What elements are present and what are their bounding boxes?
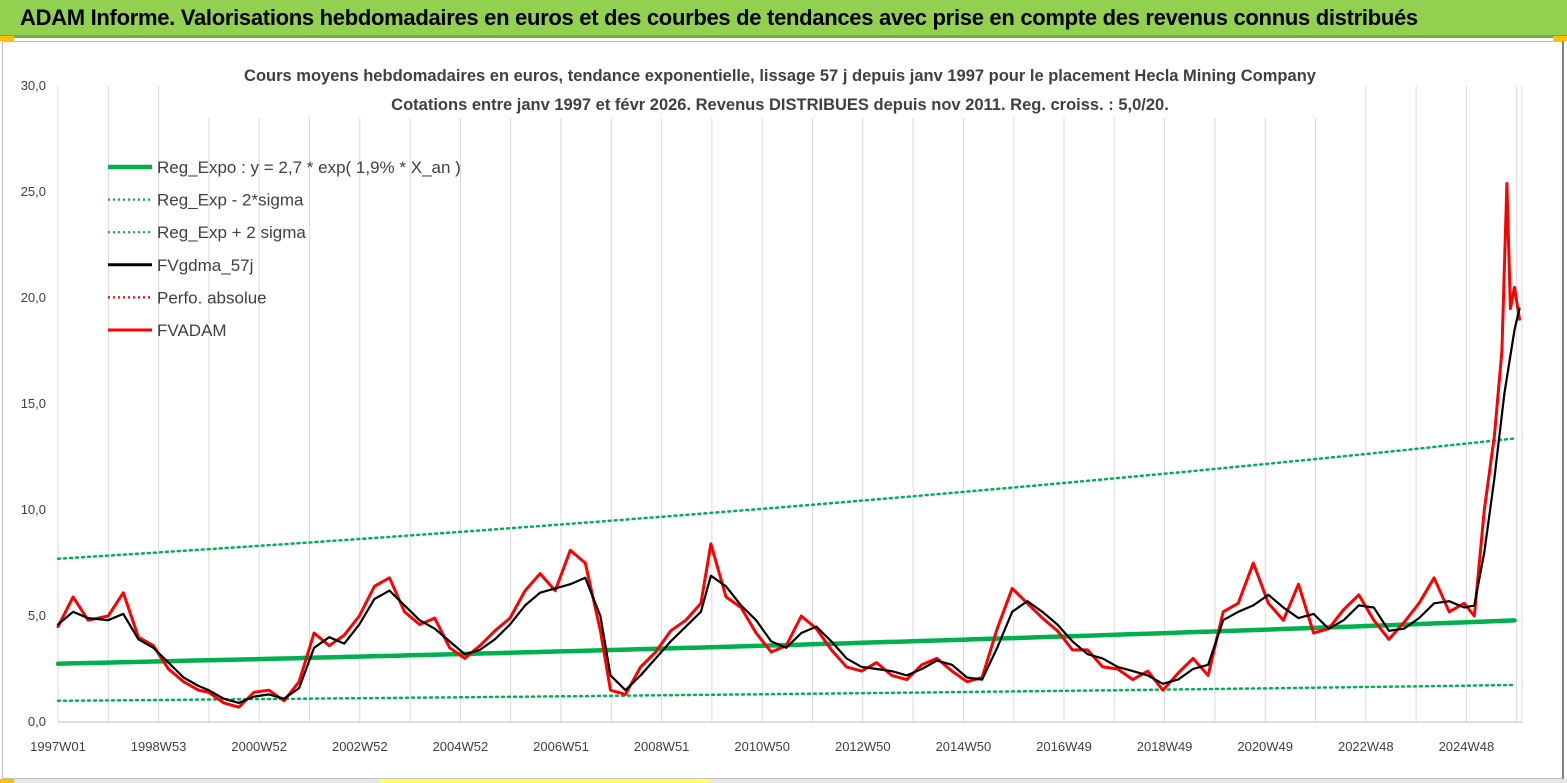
report-title: ADAM Informe. Valorisations hebdomadaire… xyxy=(20,5,1418,30)
y-tick-label: 0,0 xyxy=(28,714,46,729)
x-tick-label: 2018W49 xyxy=(1137,739,1193,754)
series-line xyxy=(55,618,1517,666)
title-banner: ADAM Informe. Valorisations hebdomadaire… xyxy=(0,0,1567,38)
series-line xyxy=(56,307,1521,705)
x-tick-label: 2020W49 xyxy=(1237,739,1293,754)
y-tick-label: 10,0 xyxy=(21,502,46,517)
x-tick-label: 2010W50 xyxy=(734,739,790,754)
plot-series xyxy=(55,182,1521,709)
series-line xyxy=(56,437,1516,561)
x-tick-label: 2012W50 xyxy=(835,739,891,754)
legend: Reg_Expo : y = 2,7 * exp( 1,9% * X_an ) R… xyxy=(108,158,461,340)
series-line xyxy=(56,683,1516,703)
chart-subtitle: Cotations entre janv 1997 et févr 2026. … xyxy=(391,96,1169,114)
legend-label: Reg_Exp - 2*sigma xyxy=(157,191,304,210)
y-axis: 0,0 5,0 10,0 15,0 20,0 25,0 30,0 xyxy=(21,78,46,729)
chart-title-background xyxy=(200,62,1360,118)
chart-frame-edge xyxy=(1562,41,1564,779)
y-tick-label: 30,0 xyxy=(21,78,46,93)
banner-accent-left xyxy=(0,36,14,41)
y-tick-label: 25,0 xyxy=(21,184,46,199)
x-tick-label: 1997W01 xyxy=(30,739,86,754)
bottom-accent-left xyxy=(0,779,14,783)
x-tick-label: 2000W52 xyxy=(231,739,287,754)
chart-title: Cours moyens hebdomadaires en euros, ten… xyxy=(244,67,1317,85)
x-tick-label: 2014W50 xyxy=(936,739,992,754)
bottom-accent-mid xyxy=(380,779,710,783)
legend-label: FVADAM xyxy=(157,321,227,340)
y-tick-label: 15,0 xyxy=(21,396,46,411)
x-axis: 1997W01 1998W53 2000W52 2002W52 2004W52 2006W… xyxy=(30,739,1494,754)
x-tick-label: 2024W48 xyxy=(1439,739,1495,754)
legend-label: Reg_Expo : y = 2,7 * exp( 1,9% * X_an ) xyxy=(157,158,461,177)
legend-label: Perfo. absolue xyxy=(157,288,267,307)
y-tick-label: 20,0 xyxy=(21,290,46,305)
banner-accent-right xyxy=(1553,36,1567,41)
y-tick-label: 5,0 xyxy=(28,608,46,623)
x-tick-label: 2016W49 xyxy=(1036,739,1092,754)
bottom-strip xyxy=(0,779,1567,783)
x-tick-label: 2022W48 xyxy=(1338,739,1394,754)
x-tick-label: 2006W51 xyxy=(533,739,589,754)
x-tick-label: 2008W51 xyxy=(634,739,690,754)
x-tick-label: 2002W52 xyxy=(332,739,388,754)
x-tick-label: 1998W53 xyxy=(131,739,187,754)
legend-label: FVgdma_57j xyxy=(157,256,253,275)
x-tick-label: 2004W52 xyxy=(433,739,489,754)
legend-label: Reg_Exp + 2 sigma xyxy=(157,223,306,242)
